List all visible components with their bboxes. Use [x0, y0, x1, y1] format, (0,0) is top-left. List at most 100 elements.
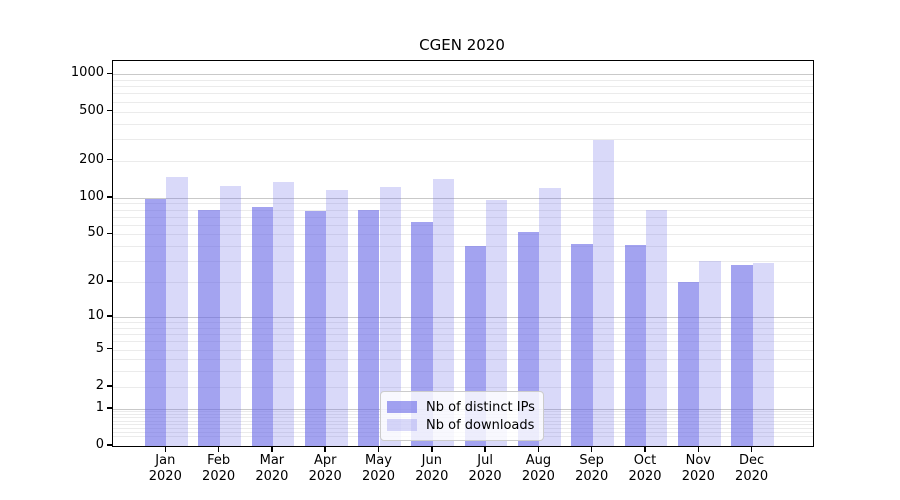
y-axis-tick-mark — [107, 72, 112, 75]
chart-title: CGEN 2020 — [419, 36, 505, 54]
legend-swatch-distinct-ips — [387, 401, 417, 413]
bar-downloads — [432, 179, 455, 446]
bar-distinct-ips — [731, 264, 753, 446]
bar-distinct-ips — [144, 199, 167, 446]
x-axis-tick-label: Jun 2020 — [415, 453, 449, 484]
bar-downloads — [539, 188, 561, 446]
x-axis-tick-label: Jan 2020 — [148, 453, 182, 484]
y-axis-tick-label: 500 — [79, 102, 104, 118]
x-axis-tick-mark — [431, 446, 433, 452]
major-gridline — [113, 316, 813, 318]
minor-gridline — [113, 203, 813, 205]
minor-gridline — [113, 111, 813, 113]
y-axis-tick-label: 2 — [95, 377, 104, 393]
x-axis-tick-label: Feb 2020 — [202, 453, 236, 484]
minor-gridline — [113, 341, 813, 343]
bar-distinct-ips — [677, 282, 700, 446]
minor-gridline — [113, 327, 813, 329]
x-axis-tick-label: Apr 2020 — [308, 453, 342, 484]
x-axis-tick-label: May 2020 — [361, 453, 396, 484]
y-axis-tick-label: 100 — [79, 188, 104, 204]
x-axis-tick-label: Jul 2020 — [468, 453, 502, 484]
y-axis-tick-label: 10 — [87, 307, 104, 323]
bar-downloads — [699, 261, 721, 446]
bar-downloads — [219, 185, 241, 446]
minor-gridline — [113, 93, 813, 95]
x-axis-tick-mark — [324, 446, 326, 452]
minor-gridline — [113, 209, 813, 211]
plot-area — [112, 60, 814, 447]
legend-label-distinct-ips: Nb of distinct IPs — [426, 399, 535, 415]
bar-downloads — [646, 209, 668, 446]
x-axis-tick-mark — [377, 446, 380, 452]
minor-gridline — [113, 334, 813, 336]
x-axis-tick-mark — [164, 446, 167, 452]
x-axis-tick-label: Nov 2020 — [681, 453, 715, 484]
bar-distinct-ips — [358, 209, 380, 446]
y-axis-tick-mark — [107, 385, 112, 387]
minor-gridline — [113, 160, 813, 162]
minor-gridline — [113, 261, 813, 263]
bar-distinct-ips — [251, 207, 273, 446]
y-axis-tick-label: 5 — [95, 340, 104, 356]
x-axis-tick-mark — [217, 446, 220, 452]
legend-row-downloads: Nb of downloads — [387, 416, 535, 434]
bar-distinct-ips — [624, 244, 646, 446]
x-axis-tick-mark — [590, 446, 593, 452]
major-gridline — [113, 197, 813, 199]
minor-gridline — [113, 371, 813, 373]
y-axis-tick-label: 200 — [79, 151, 104, 167]
y-axis-tick-label: 1000 — [70, 65, 104, 81]
bar-downloads — [166, 177, 188, 446]
x-axis-tick-label: Sep 2020 — [575, 453, 609, 484]
legend-label-downloads: Nb of downloads — [426, 417, 535, 433]
x-axis-tick-mark — [750, 446, 753, 452]
minor-gridline — [113, 282, 813, 284]
x-axis-tick-mark — [697, 446, 700, 452]
bar-downloads — [379, 187, 401, 446]
minor-gridline — [113, 216, 813, 218]
x-axis-tick-label: Mar 2020 — [255, 453, 289, 484]
x-axis-tick-label: Oct 2020 — [628, 453, 662, 484]
y-axis-tick-label: 0 — [95, 437, 104, 452]
major-gridline — [113, 74, 813, 76]
y-axis-tick-mark — [107, 347, 112, 350]
minor-gridline — [113, 123, 813, 125]
y-axis-tick-label: 1 — [95, 399, 104, 415]
bar-distinct-ips — [198, 210, 220, 446]
x-axis-tick-label: Aug 2020 — [521, 453, 555, 484]
y-axis-tick-mark — [107, 280, 112, 282]
minor-gridline — [113, 86, 813, 88]
y-axis-tick-mark — [107, 232, 112, 235]
bar-downloads — [272, 181, 295, 446]
bar-distinct-ips — [411, 222, 433, 446]
minor-gridline — [113, 359, 813, 361]
y-axis-tick-mark — [107, 406, 112, 409]
legend: Nb of distinct IPs Nb of downloads — [380, 391, 544, 441]
y-axis-tick-mark — [107, 444, 112, 446]
minor-gridline — [113, 349, 813, 351]
legend-row-distinct-ips: Nb of distinct IPs — [387, 398, 535, 416]
x-axis-tick-mark — [537, 446, 540, 452]
x-axis-tick-label: Dec 2020 — [735, 453, 769, 484]
bar-distinct-ips — [304, 210, 327, 446]
y-axis-tick-mark — [107, 109, 112, 112]
minor-gridline — [113, 101, 813, 103]
y-axis-tick-mark — [107, 195, 112, 198]
y-axis-tick-mark — [107, 158, 112, 161]
bar-downloads — [752, 263, 774, 446]
minor-gridline — [113, 234, 813, 236]
bar-downloads — [486, 200, 508, 446]
bar-downloads — [592, 139, 615, 446]
x-axis-tick-mark — [484, 446, 486, 452]
bar-distinct-ips — [571, 243, 593, 446]
minor-gridline — [113, 224, 813, 226]
y-axis-tick-mark — [107, 315, 112, 317]
minor-gridline — [113, 386, 813, 388]
minor-gridline — [113, 322, 813, 324]
minor-gridline — [113, 79, 813, 81]
y-axis-tick-label: 50 — [87, 225, 104, 241]
x-axis-tick-mark — [271, 446, 273, 452]
legend-swatch-downloads — [387, 419, 417, 431]
minor-gridline — [113, 246, 813, 248]
